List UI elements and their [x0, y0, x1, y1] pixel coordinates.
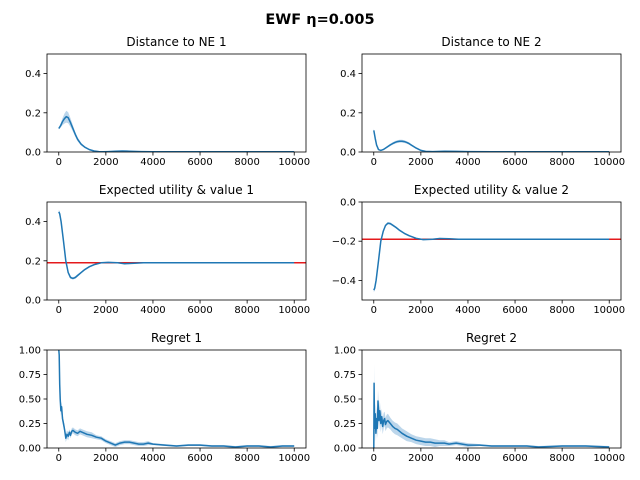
x-tick-label: 0: [56, 305, 62, 316]
y-tick-label: 0.75: [19, 370, 41, 381]
x-tick-label: 6000: [502, 453, 527, 464]
y-tick-label: 1.00: [19, 346, 41, 357]
y-tick-label: −0.2: [332, 237, 356, 248]
x-tick-label: 8000: [549, 157, 574, 168]
chart-panel-4: Expected utility & value 2 0 2000 4000 6000 8…: [332, 183, 625, 316]
axes-frame: [361, 201, 622, 301]
x-tick-label: 0: [56, 453, 62, 464]
y-tick-label: 0.75: [334, 370, 356, 381]
series-line: [58, 211, 295, 280]
y-tick-label: 0.0: [25, 296, 41, 307]
x-tick-label: 4000: [140, 305, 165, 316]
axes-frame: [361, 53, 622, 153]
y-tick-label: 0.0: [25, 148, 41, 159]
confidence-band: [373, 128, 610, 152]
confidence-band: [58, 350, 295, 448]
y-tick-label: 0.25: [334, 419, 356, 430]
x-tick-label: 2000: [408, 157, 433, 168]
x-tick-label: 6000: [502, 157, 527, 168]
chart-panel-6: Regret 2 0 2000 4000 6000 8000 10000 0.00 0.25 0.…: [334, 331, 625, 464]
x-tick-label: 2000: [93, 157, 118, 168]
x-tick-label: 0: [371, 305, 377, 316]
chart-title: Expected utility & value 2: [414, 183, 569, 197]
y-tick-label: 0.4: [340, 69, 356, 80]
x-tick-label: 8000: [549, 305, 574, 316]
x-tick-label: 10000: [593, 305, 625, 316]
y-tick-label: 0.2: [25, 256, 41, 267]
x-tick-label: 10000: [593, 157, 625, 168]
chart-panel-5: Regret 1 0 2000 4000 6000 8000 10000 0.00 0.25 0.…: [19, 331, 310, 464]
chart-title: Distance to NE 1: [126, 35, 226, 49]
x-tick-label: 0: [371, 453, 377, 464]
y-tick-label: 0.4: [25, 217, 41, 228]
confidence-band: [58, 110, 295, 152]
x-tick-label: 6000: [187, 305, 212, 316]
x-tick-label: 4000: [140, 157, 165, 168]
chart-panel-2: Distance to NE 2 0 2000 4000 6000 8000 10000 0.…: [340, 35, 625, 168]
x-tick-label: 10000: [278, 453, 310, 464]
y-tick-label: 0.25: [19, 419, 41, 430]
y-tick-label: 0.4: [25, 69, 41, 80]
x-tick-label: 6000: [187, 453, 212, 464]
x-tick-label: 4000: [455, 453, 480, 464]
confidence-band: [373, 222, 610, 293]
x-tick-label: 0: [371, 157, 377, 168]
series-line: [373, 382, 610, 448]
chart-title: Regret 2: [466, 331, 517, 345]
x-tick-label: 6000: [187, 157, 212, 168]
axes-frame: [46, 201, 307, 301]
y-tick-label: 0.00: [334, 444, 356, 455]
chart-title: Regret 1: [151, 331, 202, 345]
y-tick-label: 0.2: [340, 108, 356, 119]
x-tick-label: 8000: [234, 305, 259, 316]
y-tick-label: 0.50: [19, 395, 41, 406]
y-tick-label: 0.50: [334, 395, 356, 406]
x-tick-label: 4000: [455, 305, 480, 316]
x-tick-label: 0: [56, 157, 62, 168]
x-tick-label: 8000: [234, 157, 259, 168]
chart-title: Distance to NE 2: [441, 35, 541, 49]
x-tick-label: 8000: [234, 453, 259, 464]
series-line: [373, 130, 610, 152]
x-tick-label: 2000: [93, 305, 118, 316]
chart-title: Expected utility & value 1: [99, 183, 254, 197]
x-tick-label: 10000: [278, 157, 310, 168]
y-tick-label: 0.0: [340, 198, 356, 209]
series-line: [58, 115, 295, 152]
x-tick-label: 8000: [549, 453, 574, 464]
figure-suptitle: EWF η=0.005: [265, 12, 374, 28]
x-tick-label: 4000: [140, 453, 165, 464]
y-tick-label: 0.2: [25, 108, 41, 119]
x-tick-label: 2000: [408, 305, 433, 316]
chart-panel-3: Expected utility & value 1 0 2000 4000 6000 8…: [25, 183, 310, 316]
chart-panel-1: Distance to NE 1 0 2000 4000 6000 8000 10000 0.…: [25, 35, 310, 168]
x-tick-label: 4000: [455, 157, 480, 168]
axes-frame: [46, 53, 307, 153]
x-tick-label: 10000: [593, 453, 625, 464]
y-tick-label: 0.00: [19, 444, 41, 455]
x-tick-label: 2000: [93, 453, 118, 464]
y-tick-label: −0.4: [332, 276, 356, 287]
y-tick-label: 0.0: [340, 148, 356, 159]
confidence-band: [373, 363, 610, 448]
x-tick-label: 2000: [408, 453, 433, 464]
series-line: [58, 350, 295, 448]
x-tick-label: 6000: [502, 305, 527, 316]
y-tick-label: 1.00: [334, 346, 356, 357]
series-line: [373, 222, 610, 291]
x-tick-label: 10000: [278, 305, 310, 316]
confidence-band: [58, 209, 295, 280]
